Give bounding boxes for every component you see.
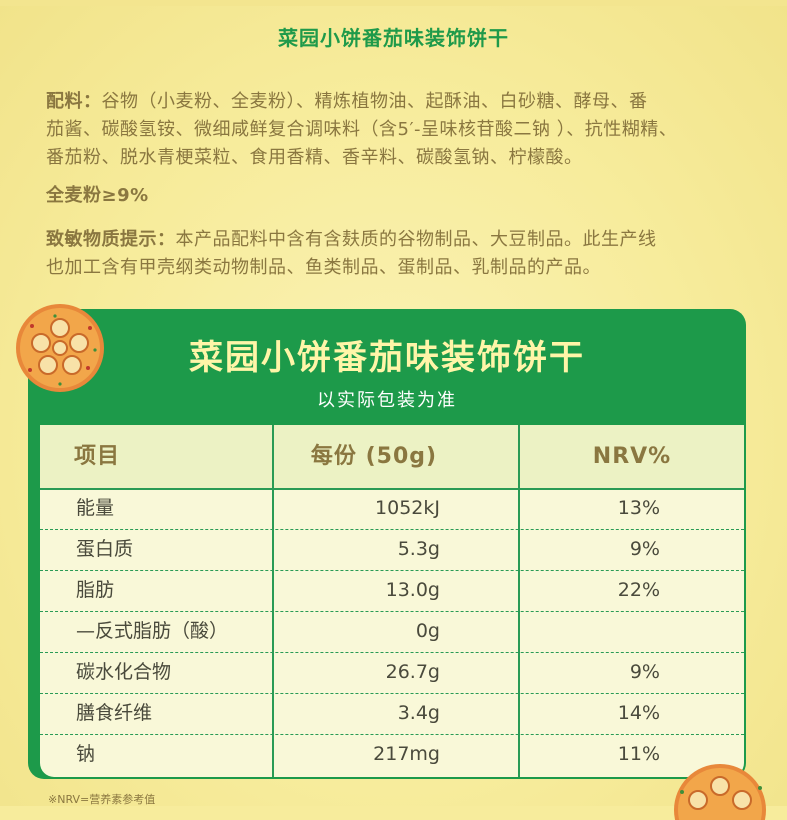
allergen-line-2: 也加工含有甲壳纲类动物制品、鱼类制品、蛋制品、乳制品的产品。: [46, 257, 601, 278]
row-value: 1052kJ: [375, 497, 440, 519]
row-nrv: 9%: [629, 661, 660, 683]
row-name: 能量: [76, 497, 115, 519]
ingredients-label: 配料：: [46, 91, 102, 112]
row-value: 26.7g: [385, 661, 440, 683]
header-item: 项目: [74, 444, 121, 469]
column-divider: [272, 425, 274, 777]
row-value: 13.0g: [385, 579, 440, 601]
row-nrv: 13%: [617, 497, 660, 519]
header-per-serving: 每份 (50g): [310, 444, 438, 469]
cracker-illustration-corner: [674, 764, 766, 820]
table-row: 钠 217mg 11%: [40, 734, 744, 775]
table-row: 能量 1052kJ 13%: [40, 488, 744, 530]
ingredients-line-1: 配料：谷物（小麦粉、全麦粉）、精炼植物油、起酥油、白砂糖、酵母、番: [46, 91, 648, 112]
row-nrv: 9%: [629, 538, 660, 560]
allergen-label: 致敏物质提示：: [46, 229, 176, 250]
table-row: 脂肪 13.0g 22%: [40, 570, 744, 612]
product-title: 菜园小饼番茄味装饰饼干: [278, 26, 509, 50]
nutrition-title: 菜园小饼番茄味装饰饼干: [189, 338, 585, 378]
row-name: 脂肪: [76, 579, 115, 601]
ingredients-line-2: 茄酱、碳酸氢铵、微细咸鲜复合调味料（含5′-呈味核苷酸二钠 ）、抗性糊精、: [46, 119, 678, 140]
row-value: 0g: [415, 620, 440, 642]
ingredients-line-3: 番茄粉、脱水青梗菜粒、食用香精、香辛料、碳酸氢钠、柠檬酸。: [46, 147, 583, 168]
nutrition-subtitle: 以实际包装为准: [317, 390, 457, 411]
row-nrv: 22%: [617, 579, 660, 601]
cracker-illustration: [16, 304, 104, 392]
wheat-note: 全麦粉≥9%: [46, 185, 149, 206]
row-value: 5.3g: [397, 538, 440, 560]
row-name: —反式脂肪（酸）: [76, 620, 229, 642]
column-divider: [518, 425, 520, 777]
ingredients-section: 配料：谷物（小麦粉、全麦粉）、精炼植物油、起酥油、白砂糖、酵母、番 茄酱、碳酸氢…: [46, 88, 762, 282]
row-name: 膳食纤维: [76, 702, 153, 724]
row-value: 3.4g: [397, 702, 440, 724]
table-header: 项目 每份 (50g) NRV%: [40, 425, 744, 490]
allergen-line-1: 致敏物质提示：本产品配料中含有含麸质的谷物制品、大豆制品。此生产线: [46, 229, 657, 250]
table-row: —反式脂肪（酸） 0g: [40, 611, 744, 653]
table-row: 膳食纤维 3.4g 14%: [40, 693, 744, 735]
footnote: ※NRV=营养素参考值: [48, 793, 156, 806]
row-value: 217mg: [373, 743, 440, 765]
table-row: 蛋白质 5.3g 9%: [40, 529, 744, 571]
row-name: 钠: [76, 743, 96, 765]
row-nrv: 14%: [617, 702, 660, 724]
nutrition-table: 项目 每份 (50g) NRV% 能量 1052kJ 13% 蛋白质 5.3g …: [40, 425, 744, 777]
row-name: 蛋白质: [76, 538, 134, 560]
row-nrv: [524, 611, 660, 652]
row-name: 碳水化合物: [76, 661, 172, 683]
header-nrv: NRV%: [592, 444, 672, 469]
row-nrv: 11%: [617, 743, 660, 765]
table-row: 碳水化合物 26.7g 9%: [40, 652, 744, 694]
top-strip: [0, 0, 787, 6]
